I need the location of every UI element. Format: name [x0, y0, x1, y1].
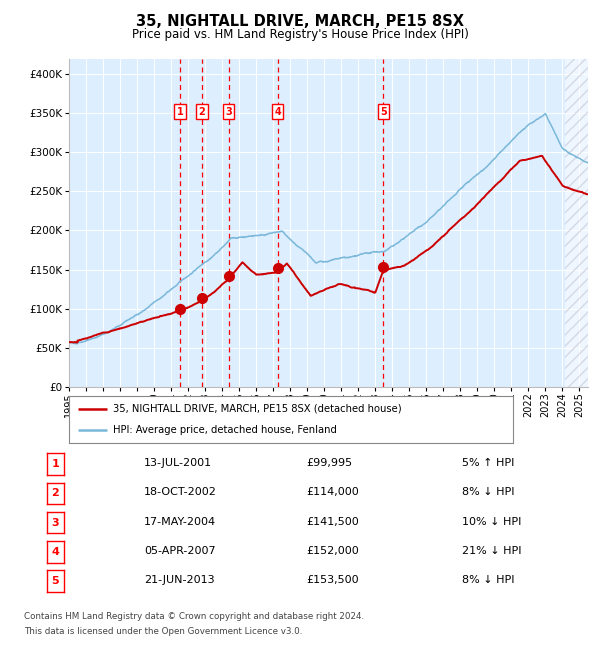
Text: 8% ↓ HPI: 8% ↓ HPI: [462, 575, 515, 585]
Text: 21% ↓ HPI: 21% ↓ HPI: [462, 546, 521, 556]
Text: £141,500: £141,500: [306, 517, 359, 526]
Text: 1: 1: [52, 459, 59, 469]
Text: Contains HM Land Registry data © Crown copyright and database right 2024.: Contains HM Land Registry data © Crown c…: [24, 612, 364, 621]
Text: 2: 2: [52, 488, 59, 499]
Text: £152,000: £152,000: [306, 546, 359, 556]
Text: 17-MAY-2004: 17-MAY-2004: [144, 517, 216, 526]
Text: £99,995: £99,995: [306, 458, 352, 468]
Text: £153,500: £153,500: [306, 575, 359, 585]
Text: 18-OCT-2002: 18-OCT-2002: [144, 488, 217, 497]
Text: 10% ↓ HPI: 10% ↓ HPI: [462, 517, 521, 526]
Text: 4: 4: [274, 107, 281, 116]
Text: 5: 5: [52, 576, 59, 586]
Text: £114,000: £114,000: [306, 488, 359, 497]
Text: 5: 5: [380, 107, 387, 116]
Text: 4: 4: [51, 547, 59, 557]
Text: 3: 3: [52, 517, 59, 528]
Text: 35, NIGHTALL DRIVE, MARCH, PE15 8SX: 35, NIGHTALL DRIVE, MARCH, PE15 8SX: [136, 14, 464, 29]
Text: 2: 2: [199, 107, 205, 116]
Bar: [565, 58, 588, 387]
Text: HPI: Average price, detached house, Fenland: HPI: Average price, detached house, Fenl…: [113, 426, 337, 436]
Text: 5% ↑ HPI: 5% ↑ HPI: [462, 458, 514, 468]
Text: 13-JUL-2001: 13-JUL-2001: [144, 458, 212, 468]
Text: 3: 3: [225, 107, 232, 116]
Text: 8% ↓ HPI: 8% ↓ HPI: [462, 488, 515, 497]
Text: This data is licensed under the Open Government Licence v3.0.: This data is licensed under the Open Gov…: [24, 627, 302, 636]
Text: 1: 1: [177, 107, 184, 116]
Text: 21-JUN-2013: 21-JUN-2013: [144, 575, 215, 585]
Text: Price paid vs. HM Land Registry's House Price Index (HPI): Price paid vs. HM Land Registry's House …: [131, 28, 469, 41]
Text: 35, NIGHTALL DRIVE, MARCH, PE15 8SX (detached house): 35, NIGHTALL DRIVE, MARCH, PE15 8SX (det…: [113, 404, 402, 413]
Text: 05-APR-2007: 05-APR-2007: [144, 546, 215, 556]
